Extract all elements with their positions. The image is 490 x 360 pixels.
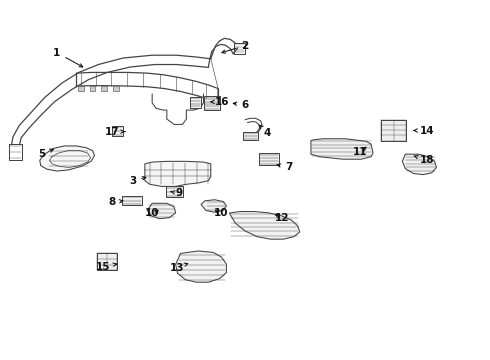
Bar <box>204 96 220 110</box>
Text: 1: 1 <box>53 48 83 67</box>
Bar <box>122 196 143 205</box>
Text: 8: 8 <box>108 197 123 207</box>
Polygon shape <box>311 139 373 159</box>
Bar <box>259 153 279 165</box>
Text: 9: 9 <box>171 188 183 198</box>
Text: 13: 13 <box>170 262 188 273</box>
Text: 6: 6 <box>233 100 248 110</box>
Text: 15: 15 <box>96 262 117 272</box>
Bar <box>78 86 84 91</box>
Text: 3: 3 <box>129 176 146 186</box>
Text: 2: 2 <box>222 41 248 53</box>
Bar <box>166 186 183 197</box>
Bar <box>90 86 96 91</box>
Bar <box>8 144 22 160</box>
Text: 17: 17 <box>105 127 125 136</box>
Bar <box>98 253 117 270</box>
Polygon shape <box>201 200 226 212</box>
Bar <box>101 86 107 91</box>
Text: 4: 4 <box>260 125 270 138</box>
Polygon shape <box>147 203 175 219</box>
Text: 14: 14 <box>414 126 434 135</box>
Bar <box>113 86 119 91</box>
Bar <box>381 120 406 140</box>
Text: 11: 11 <box>353 147 367 157</box>
Text: 5: 5 <box>39 149 53 159</box>
Bar <box>234 43 245 54</box>
Bar <box>190 97 201 108</box>
Text: 10: 10 <box>145 208 159 218</box>
Text: 16: 16 <box>211 97 229 107</box>
Text: 7: 7 <box>277 162 293 172</box>
Bar <box>112 126 123 136</box>
Polygon shape <box>40 146 95 171</box>
Text: 12: 12 <box>274 213 289 222</box>
Polygon shape <box>402 154 437 175</box>
Polygon shape <box>229 212 300 239</box>
Polygon shape <box>145 161 211 186</box>
Bar <box>243 132 258 140</box>
Text: 10: 10 <box>213 208 228 218</box>
Text: 18: 18 <box>414 155 434 165</box>
Polygon shape <box>175 251 226 282</box>
